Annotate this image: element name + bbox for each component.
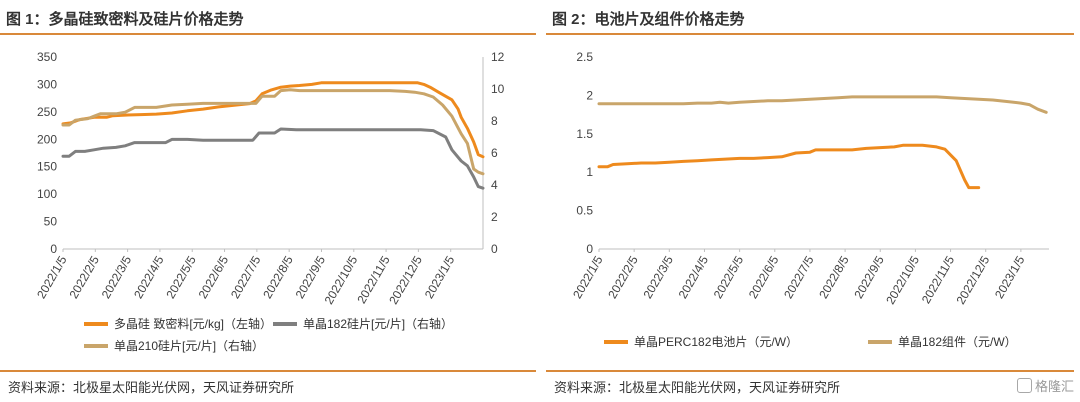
y-right-tick-label: 6: [491, 146, 498, 160]
y-right-tick-label: 0: [491, 242, 498, 256]
series-line-1: [597, 143, 981, 190]
legend-label-2: 单晶182组件（元/W）: [898, 335, 1017, 349]
series-line-3: [61, 88, 485, 176]
y-left-tick-label: 300: [37, 77, 57, 91]
figure-2-panel: 图 2：电池片及组件价格走势 0 0.5 1 1.5 2 2.5 2022/1/5 2022/…: [546, 0, 1080, 402]
watermark-text: 格隆汇: [1034, 379, 1074, 394]
series-line-1: [61, 81, 485, 159]
legend-label-2: 单晶182硅片[元/片]（右轴）: [303, 316, 453, 331]
series-line-2: [597, 95, 1048, 114]
y-left-tick-label: 0.5: [576, 204, 593, 218]
figure-2-bottom-rule: [546, 370, 1074, 372]
figure-1-bottom-rule: [0, 370, 536, 372]
legend-label-1: 多晶硅 致密料[元/kg]（左轴）: [114, 316, 272, 331]
x-tick-label: 2022/10/5: [883, 253, 922, 307]
x-tick-label: 2022/5/5: [163, 253, 199, 301]
x-tick-label: 2022/5/5: [711, 253, 747, 301]
x-tick-label: 2022/6/5: [746, 253, 782, 301]
figure-1-source: 资料来源：北极星太阳能光伏网，天风证券研究所: [8, 380, 295, 395]
y-left-tick-label: 2.5: [576, 50, 593, 64]
logo-icon: [1016, 378, 1032, 393]
legend-label-3: 单晶210硅片[元/片]（右轴）: [114, 338, 264, 353]
y-left-tick-label: 100: [37, 187, 57, 201]
x-tick-label: 2022/4/5: [676, 253, 712, 301]
x-tick-label: 2022/2/5: [66, 253, 102, 301]
y-right-tick-label: 8: [491, 114, 498, 128]
x-tick-label: 2022/2/5: [605, 253, 641, 301]
x-tick-label: 2022/8/5: [260, 253, 296, 301]
figure-2-source: 资料来源：北极星太阳能光伏网，天风证券研究所: [554, 380, 841, 395]
y-right-tick-label: 10: [491, 82, 505, 96]
x-tick-label: 2022/9/5: [851, 253, 887, 301]
x-tick-label: 2022/1/5: [34, 253, 70, 301]
y-left-tick-label: 1.5: [576, 127, 593, 141]
y-left-tick-label: 200: [37, 132, 57, 146]
series-line-2: [61, 127, 485, 190]
y-left-tick-label: 1: [586, 165, 593, 179]
x-tick-label: 2022/3/5: [99, 253, 135, 301]
y-left-tick-label: 350: [37, 50, 57, 64]
figure-2-title: 图 2：电池片及组件价格走势: [552, 11, 745, 28]
x-tick-label: 2022/11/5: [919, 253, 958, 306]
x-tick-label: 2022/1/5: [570, 253, 606, 301]
y-left-tick-label: 0: [50, 242, 57, 256]
chart-1: 0501001502002503003500246810122022/1/520…: [34, 50, 505, 353]
x-tick-label: 2022/7/5: [781, 253, 817, 301]
y-right-tick-label: 2: [491, 210, 498, 224]
y-left-tick-label: 2: [586, 88, 593, 102]
y-right-tick-label: 12: [491, 50, 505, 64]
x-tick-label: 2022/8/5: [816, 253, 852, 301]
y-left-tick-label: 0: [586, 242, 593, 256]
x-tick-label: 2022/3/5: [640, 253, 676, 301]
y-right-tick-label: 4: [491, 178, 498, 192]
x-tick-label: 2023/1/5: [992, 253, 1028, 301]
figure-1-top-rule: [0, 33, 536, 35]
x-tick-label: 2022/12/5: [953, 253, 992, 307]
figure-1-title: 图 1：多晶硅致密料及硅片价格走势: [6, 11, 244, 28]
y-left-tick-label: 250: [37, 105, 57, 119]
y-left-tick-label: 150: [37, 160, 57, 174]
y-left-tick-label: 50: [44, 215, 58, 229]
x-tick-label: 2022/9/5: [293, 253, 329, 301]
x-tick-label: 2022/7/5: [228, 253, 264, 301]
figure-2-top-rule: [546, 33, 1074, 35]
legend-label-1: 单晶PERC182电池片（元/W）: [634, 335, 798, 349]
watermark: 格隆汇: [1016, 376, 1074, 395]
x-tick-label: 2022/6/5: [196, 253, 232, 301]
x-tick-label: 2023/1/5: [422, 253, 458, 301]
x-tick-label: 2022/4/5: [131, 253, 167, 301]
figure-1-panel: 图 1：多晶硅致密料及硅片价格走势 0 50 100 150 200 250 300 350 0…: [0, 11, 536, 395]
